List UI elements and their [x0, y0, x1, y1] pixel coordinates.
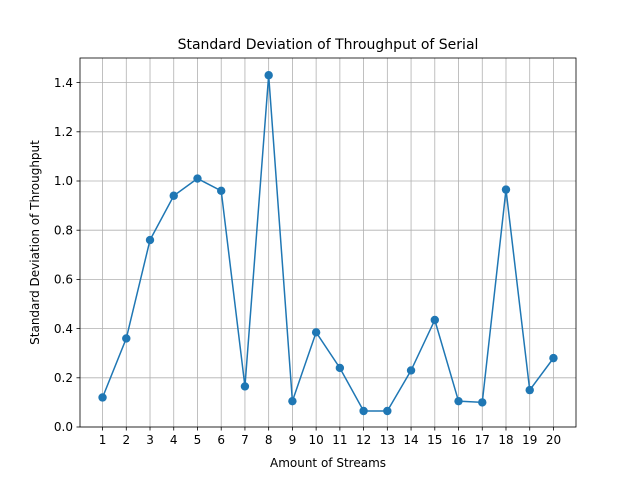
- data-point: [240, 382, 250, 391]
- data-point: [145, 235, 155, 245]
- x-tick-label: 8: [265, 433, 273, 447]
- data-point: [478, 398, 487, 407]
- chart-title: Standard Deviation of Throughput of Seri…: [178, 37, 479, 53]
- data-point: [549, 353, 558, 363]
- y-tick-label: 0.2: [54, 371, 73, 385]
- x-tick-label: 1: [99, 433, 107, 447]
- x-axis-label: Amount of Streams: [270, 456, 386, 470]
- series-line: [101, 75, 555, 412]
- data-point: [335, 363, 345, 373]
- series: [98, 71, 558, 416]
- x-tick-label: 13: [380, 433, 395, 447]
- x-tick-label: 20: [546, 433, 561, 447]
- x-tick-label: 12: [356, 433, 371, 447]
- data-point: [122, 334, 131, 343]
- x-tick-label: 5: [194, 433, 202, 447]
- plot-frame: [79, 57, 577, 428]
- y-tick-label: 1.4: [54, 76, 73, 90]
- grid: [80, 58, 576, 428]
- y-tick-label: 0.8: [54, 223, 73, 237]
- x-tick-label: 18: [498, 433, 513, 447]
- data-point: [193, 174, 202, 183]
- x-tick-label: 14: [403, 433, 418, 447]
- y-tick-label: 0.6: [54, 273, 73, 287]
- y-axis-label: Standard Deviation of Throughput: [28, 140, 42, 345]
- data-point: [406, 366, 416, 375]
- x-tick-label: 19: [522, 433, 537, 447]
- x-tick-label: 2: [122, 433, 130, 447]
- data-point: [311, 328, 321, 337]
- y-tick-label: 1.2: [54, 125, 73, 139]
- x-tick-label: 7: [241, 433, 249, 447]
- data-point: [525, 385, 534, 395]
- x-tick-label: 6: [217, 433, 225, 447]
- x-tick-label: 16: [451, 433, 466, 447]
- x-tick-label: 17: [475, 433, 490, 447]
- data-point: [383, 406, 392, 416]
- y-tick-label: 1.0: [54, 174, 73, 188]
- x-tick-label: 10: [308, 433, 323, 447]
- x-tick-label: 4: [170, 433, 178, 447]
- data-point: [454, 396, 463, 406]
- x-tick-label: 3: [146, 433, 154, 447]
- data-point: [217, 186, 226, 196]
- x-tick-label: 9: [289, 433, 297, 447]
- y-tick-label: 0.0: [54, 420, 73, 434]
- data-point: [359, 406, 368, 416]
- data-point: [430, 315, 439, 325]
- axis-ticks: 1 2 3 4 5 6 7 8 9 10 11 12 13 14 15 16 17 18 19 200.00.20.4…: [54, 76, 561, 447]
- data-point: [288, 396, 297, 406]
- x-tick-label: 11: [332, 433, 347, 447]
- data-point: [98, 393, 107, 402]
- y-tick-label: 0.4: [54, 322, 73, 336]
- x-tick-label: 15: [427, 433, 442, 447]
- data-point: [169, 191, 178, 200]
- data-point: [264, 71, 273, 80]
- data-point: [501, 185, 511, 194]
